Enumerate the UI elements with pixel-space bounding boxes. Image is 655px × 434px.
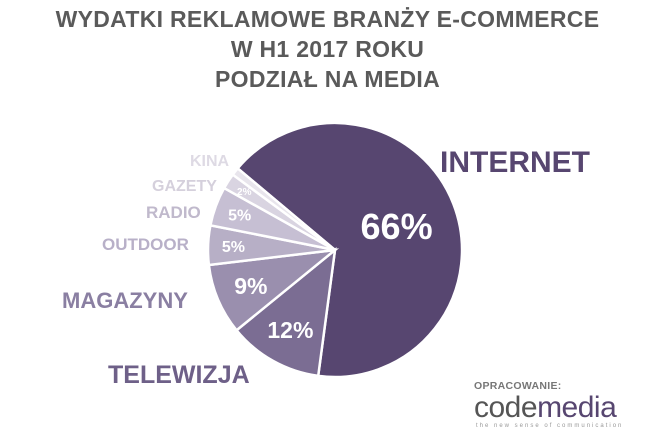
value-label-radio: 5%	[228, 208, 251, 225]
value-label-outdoor: 5%	[222, 239, 245, 256]
value-label-gazety: 2%	[237, 187, 252, 198]
credit-label: OPRACOWANIE:	[474, 380, 562, 392]
category-label-internet: INTERNET	[440, 146, 590, 179]
pie-slice-telewizja	[234, 247, 337, 378]
logo-tagline: the new sense of communication	[476, 423, 624, 429]
category-label-gazety: GAZETY	[152, 178, 217, 195]
chart-title-line-1: WYDATKI REKLAMOWE BRANŻY E-COMMERCE	[55, 6, 600, 32]
value-label-telewizja: 12%	[267, 317, 313, 343]
category-label-radio: RADIO	[146, 203, 201, 222]
codemedia-logo: codemedia	[474, 391, 617, 424]
pie-slice-kina	[231, 166, 336, 252]
value-label-internet: 66%	[361, 206, 433, 247]
pie-slice-internet	[235, 121, 464, 379]
chart-title-line-3: PODZIAŁ NA MEDIA	[215, 66, 440, 92]
category-label-kina: KINA	[190, 153, 230, 170]
chart-title-line-2: W H1 2017 ROKU	[230, 36, 425, 62]
category-label-outdoor: OUTDOOR	[102, 235, 189, 254]
value-label-magazyny: 9%	[234, 273, 267, 299]
category-label-magazyny: MAGAZYNY	[62, 288, 188, 313]
category-label-telewizja: TELEWIZJA	[108, 361, 250, 389]
